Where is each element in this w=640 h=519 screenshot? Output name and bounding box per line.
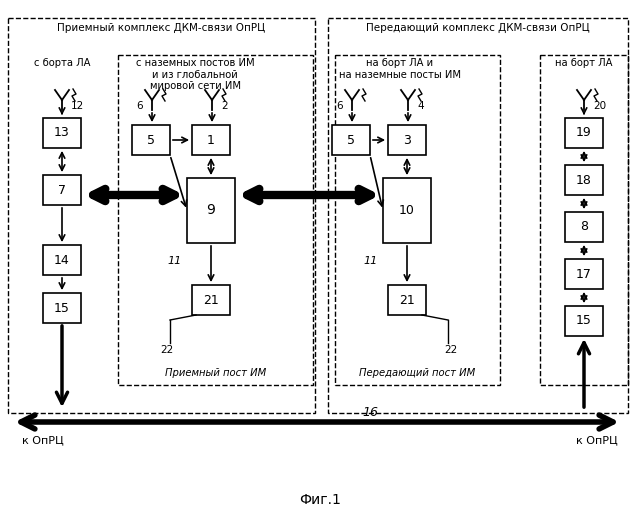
Text: Приемный пост ИМ: Приемный пост ИМ xyxy=(165,368,266,378)
Text: 13: 13 xyxy=(54,127,70,140)
Text: 15: 15 xyxy=(576,315,592,327)
Text: к ОпРЦ: к ОпРЦ xyxy=(576,435,618,445)
Text: 2: 2 xyxy=(221,101,228,111)
Text: 4: 4 xyxy=(417,101,424,111)
Text: 22: 22 xyxy=(161,345,173,355)
Text: 1: 1 xyxy=(207,133,215,146)
Text: 10: 10 xyxy=(399,204,415,217)
Bar xyxy=(328,18,628,413)
Text: на борт ЛА и
на наземные посты ИМ: на борт ЛА и на наземные посты ИМ xyxy=(339,58,461,79)
Text: на борт ЛА: на борт ЛА xyxy=(556,58,612,68)
Bar xyxy=(565,165,603,195)
Bar xyxy=(388,285,426,315)
Bar xyxy=(335,55,500,385)
Text: 6: 6 xyxy=(136,101,143,111)
Bar xyxy=(383,178,431,243)
Text: 19: 19 xyxy=(576,127,592,140)
Text: 8: 8 xyxy=(580,221,588,234)
Text: Передающий комплекс ДКМ-связи ОпРЦ: Передающий комплекс ДКМ-связи ОпРЦ xyxy=(366,23,590,33)
Bar xyxy=(540,55,628,385)
Text: 7: 7 xyxy=(58,184,66,197)
Text: 18: 18 xyxy=(576,173,592,186)
Text: Фиг.1: Фиг.1 xyxy=(299,493,341,507)
Text: 21: 21 xyxy=(399,294,415,307)
Text: 21: 21 xyxy=(203,294,219,307)
Text: 6: 6 xyxy=(337,101,343,111)
Text: 14: 14 xyxy=(54,253,70,266)
Text: 5: 5 xyxy=(347,133,355,146)
Text: 16: 16 xyxy=(362,405,378,418)
Bar xyxy=(565,212,603,242)
Bar xyxy=(43,293,81,323)
Bar xyxy=(565,306,603,336)
Text: 3: 3 xyxy=(403,133,411,146)
Text: 20: 20 xyxy=(593,101,606,111)
Text: 12: 12 xyxy=(71,101,84,111)
Text: к ОпРЦ: к ОпРЦ xyxy=(22,435,64,445)
Text: 11: 11 xyxy=(364,256,378,266)
Bar xyxy=(192,125,230,155)
Text: 17: 17 xyxy=(576,267,592,280)
Bar xyxy=(8,18,315,413)
Text: 22: 22 xyxy=(444,345,458,355)
Bar xyxy=(118,55,313,385)
Bar xyxy=(132,125,170,155)
Bar xyxy=(192,285,230,315)
Bar xyxy=(43,245,81,275)
Text: Приемный комплекс ДКМ-связи ОпРЦ: Приемный комплекс ДКМ-связи ОпРЦ xyxy=(58,23,266,33)
Text: с борта ЛА: с борта ЛА xyxy=(34,58,90,68)
Bar xyxy=(388,125,426,155)
Bar xyxy=(43,118,81,148)
Bar xyxy=(332,125,370,155)
Text: 15: 15 xyxy=(54,302,70,315)
Bar xyxy=(43,175,81,205)
Bar xyxy=(565,118,603,148)
Bar xyxy=(565,259,603,289)
Text: с наземных постов ИМ
и из глобальной
мировой сети ИМ: с наземных постов ИМ и из глобальной мир… xyxy=(136,58,254,91)
Text: 5: 5 xyxy=(147,133,155,146)
Text: 11: 11 xyxy=(168,256,182,266)
Text: 9: 9 xyxy=(207,203,216,217)
Bar xyxy=(187,178,235,243)
Text: Передающий пост ИМ: Передающий пост ИМ xyxy=(360,368,476,378)
